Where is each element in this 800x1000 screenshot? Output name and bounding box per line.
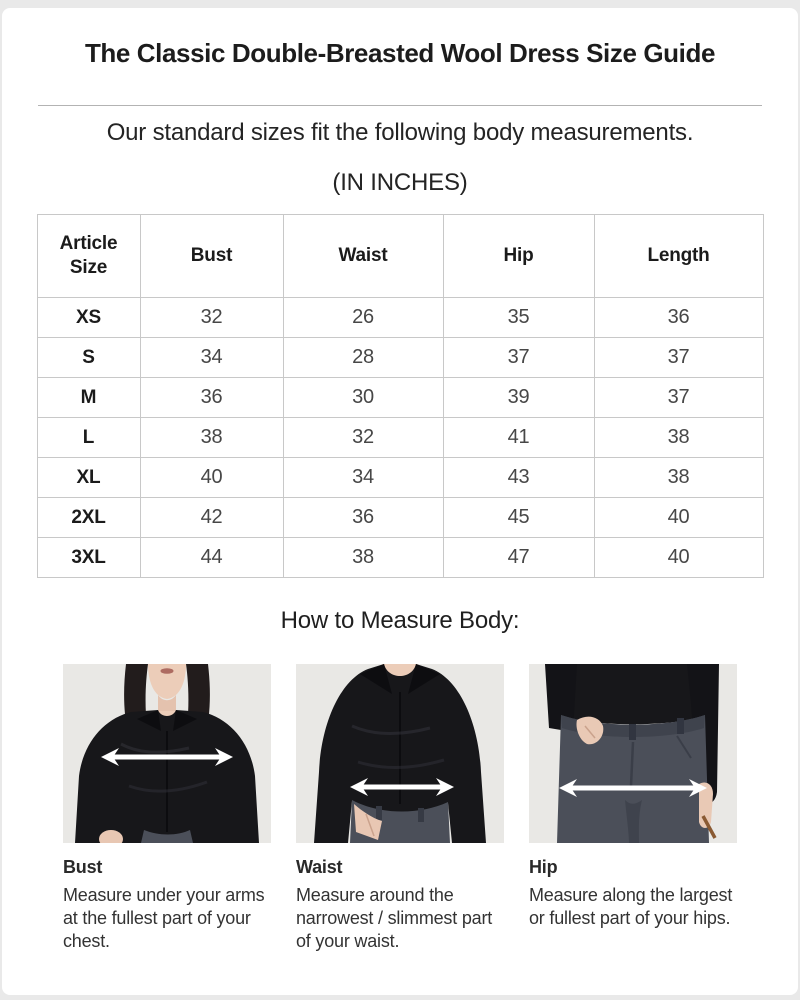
cell-length: 37 [593, 337, 764, 378]
subtitle: Our standard sizes fit the following bod… [106, 119, 694, 146]
woman-waist-measurement-photo [296, 664, 504, 843]
table-row-2xl: 2XL 42 36 45 40 [36, 497, 764, 538]
cell-hip: 39 [442, 377, 595, 418]
size-table-header-row: Article Size Bust Waist Hip Length [36, 214, 764, 298]
header-article-size: Article Size [36, 214, 141, 298]
measure-label-waist: Waist [296, 857, 343, 877]
cell-article: 3XL [36, 537, 141, 578]
woman-hip-measurement-photo [529, 664, 737, 843]
hand-shape [354, 804, 382, 840]
page-title: The Classic Double-Breasted Wool Dress S… [84, 38, 716, 68]
cell-article: 2XL [36, 497, 141, 538]
hand-shape [576, 716, 604, 745]
cell-hip: 37 [442, 337, 595, 378]
cell-length: 40 [593, 497, 764, 538]
table-row-m: M 36 30 39 37 [36, 377, 764, 418]
cell-bust: 36 [139, 377, 284, 418]
cell-article: XL [36, 457, 141, 498]
measure-card-bust: Bust Measure under your arms at the full… [63, 664, 271, 953]
cell-bust: 38 [139, 417, 284, 458]
measure-desc-waist: Measure around the narrowest / slimmest … [296, 885, 493, 951]
cell-bust: 44 [139, 537, 284, 578]
inseam-shadow [625, 800, 642, 843]
header-hip: Hip [442, 214, 595, 298]
cell-bust: 34 [139, 337, 284, 378]
table-row-l: L 38 32 41 38 [36, 417, 764, 458]
measure-desc-bust: Measure under your arms at the fullest p… [63, 885, 265, 951]
cell-article: XS [36, 297, 141, 338]
cell-waist: 30 [282, 377, 444, 418]
bust-measure-arrow [101, 748, 233, 766]
face-shape [148, 664, 186, 699]
trousers-shape [141, 830, 193, 843]
cell-article: M [36, 377, 141, 418]
table-row-xl: XL 40 34 43 38 [36, 457, 764, 498]
measure-desc-hip: Measure along the largest or fullest par… [529, 885, 733, 928]
cell-waist: 32 [282, 417, 444, 458]
size-guide-page: The Classic Double-Breasted Wool Dress S… [2, 8, 798, 995]
table-row-s: S 34 28 37 37 [36, 337, 764, 378]
header-waist: Waist [282, 214, 444, 298]
divider-line [38, 105, 762, 106]
table-row-3xl: 3XL 44 38 47 40 [36, 537, 764, 578]
cell-waist: 26 [282, 297, 444, 338]
cell-length: 38 [593, 457, 764, 498]
measure-card-waist: Waist Measure around the narrowest / sli… [296, 664, 504, 953]
bag-strap [701, 815, 717, 839]
cell-waist: 28 [282, 337, 444, 378]
table-row-xs: XS 32 26 35 36 [36, 297, 764, 338]
hip-measure-arrow [559, 779, 707, 797]
units-note: (IN INCHES) [332, 169, 468, 196]
cell-hip: 43 [442, 457, 595, 498]
hand-shape [99, 830, 123, 843]
trousers-shape [557, 715, 709, 843]
size-table: Article Size Bust Waist Hip Length XS 32… [36, 214, 764, 578]
how-to-measure-heading: How to Measure Body: [280, 607, 520, 634]
cell-waist: 38 [282, 537, 444, 578]
cell-length: 38 [593, 417, 764, 458]
measure-card-hip: Hip Measure along the largest or fullest… [529, 664, 737, 953]
cell-hip: 47 [442, 537, 595, 578]
fly-seam [629, 741, 635, 787]
cell-bust: 42 [139, 497, 284, 538]
pocket-seam [676, 735, 692, 759]
woman-bust-measurement-photo [63, 664, 271, 843]
cell-article: S [36, 337, 141, 378]
cell-hip: 35 [442, 297, 595, 338]
left-sleeve [545, 664, 577, 732]
cell-hip: 45 [442, 497, 595, 538]
measure-label-hip: Hip [529, 857, 558, 877]
measure-label-bust: Bust [63, 857, 103, 877]
cell-article: L [36, 417, 141, 458]
cell-length: 40 [593, 537, 764, 578]
cell-bust: 32 [139, 297, 284, 338]
cell-waist: 34 [282, 457, 444, 498]
cell-length: 37 [593, 377, 764, 418]
cell-waist: 36 [282, 497, 444, 538]
waist-measure-arrow [350, 778, 454, 796]
belt-loop [376, 806, 382, 820]
shirt-shape [553, 664, 713, 725]
header-length: Length [593, 214, 764, 298]
header-bust: Bust [139, 214, 284, 298]
cell-bust: 40 [139, 457, 284, 498]
cell-length: 36 [593, 297, 764, 338]
measure-instructions-row: Bust Measure under your arms at the full… [2, 664, 798, 953]
cell-hip: 41 [442, 417, 595, 458]
